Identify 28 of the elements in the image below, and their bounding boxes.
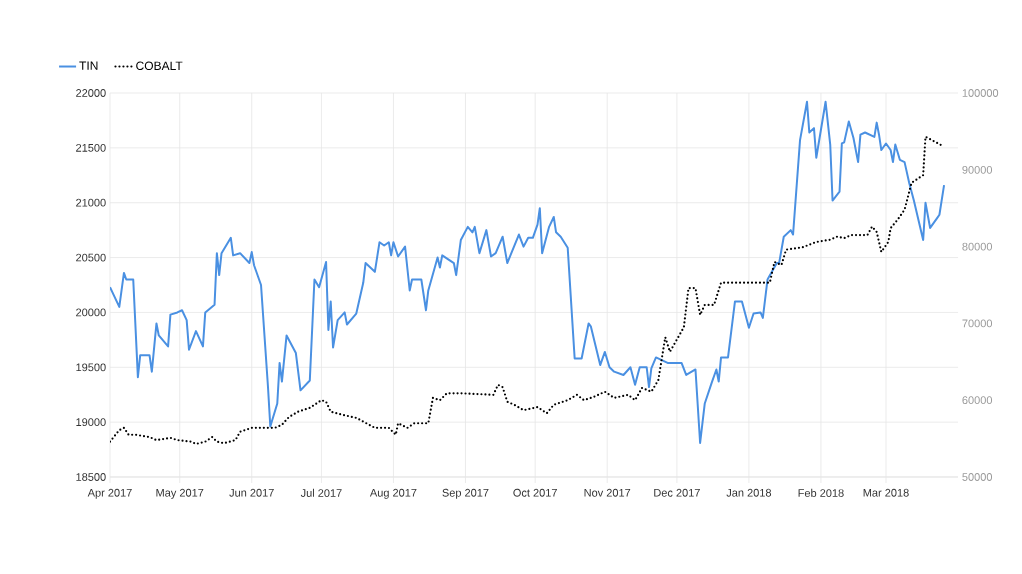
y2-tick-label: 50000 — [962, 473, 993, 481]
x-tick-label: Nov 2017 — [584, 488, 631, 497]
x-tick-label: May 2017 — [156, 488, 204, 499]
x-tick-label: Jun 2017 — [229, 488, 274, 497]
x-tick-label: Jul 2017 — [300, 488, 342, 497]
x-tick-label: Sep 2017 — [442, 488, 489, 499]
x-tick-label: Dec 2017 — [654, 488, 700, 497]
y-tick-label: 21000 — [76, 198, 106, 207]
y2-tick-label: 90000 — [962, 165, 993, 174]
x-tick-label: Apr 2017 — [87, 488, 132, 499]
x-tick-label: Oct 2017 — [513, 488, 557, 497]
y-tick-label: 21500 — [76, 143, 106, 152]
y-tick-label: 19500 — [76, 363, 106, 372]
y2-tick-label: 100000 — [962, 89, 999, 97]
x-tick-label: Mar 2018 — [863, 488, 909, 497]
y2-tick-label: 70000 — [962, 319, 993, 328]
x-tick-label: Feb 2018 — [798, 488, 844, 497]
y-tick-label: 20000 — [76, 308, 106, 317]
y-tick-label: 18500 — [76, 473, 106, 481]
x-tick-label: Aug 2017 — [369, 488, 417, 499]
y-tick-label: 19000 — [76, 418, 106, 427]
y2-tick-label: 80000 — [962, 242, 993, 251]
x-tick-label: Jan 2018 — [726, 488, 772, 497]
y-tick-label: 22000 — [76, 89, 106, 97]
legend-label: COBALT — [136, 61, 183, 71]
y-tick-label: 20500 — [76, 253, 106, 262]
y2-tick-label: 60000 — [962, 396, 993, 405]
legend-label: TIN — [79, 61, 98, 70]
